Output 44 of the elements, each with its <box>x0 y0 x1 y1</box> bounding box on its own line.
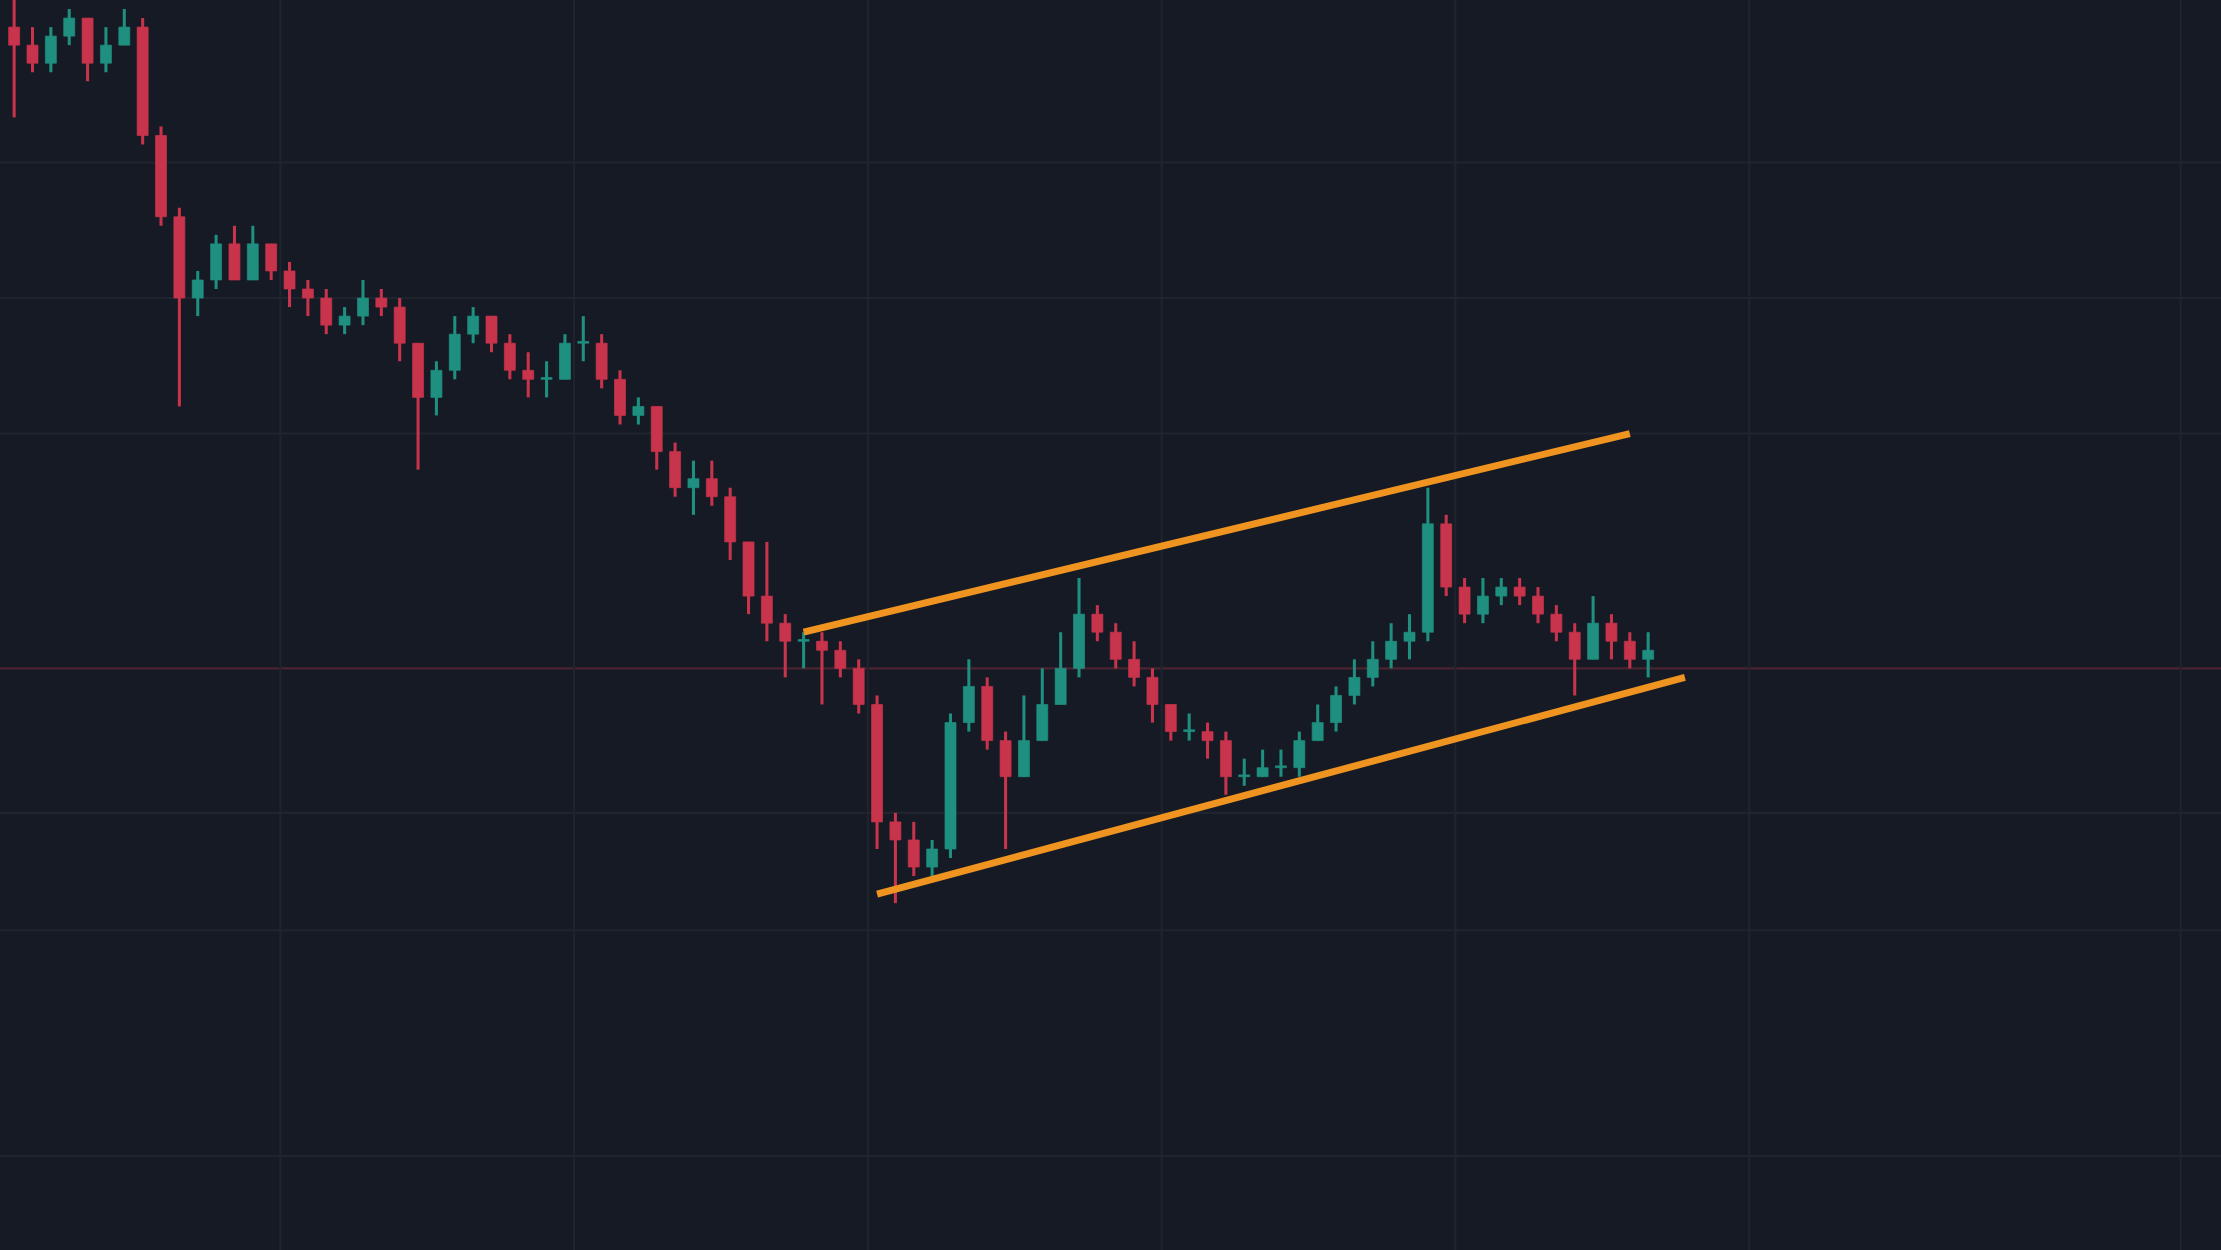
candlestick <box>1091 605 1104 642</box>
candlestick <box>1275 749 1287 777</box>
candlestick <box>1201 722 1214 759</box>
candlestick <box>1550 605 1563 642</box>
candlestick <box>8 0 20 118</box>
candlestick <box>1532 587 1544 625</box>
candlestick <box>1477 578 1489 625</box>
candlestick <box>63 9 76 47</box>
candlestick <box>375 289 388 318</box>
candlestick <box>1605 614 1618 660</box>
candlestick <box>577 316 590 362</box>
candlestick <box>1495 578 1508 607</box>
candlestick <box>779 614 792 678</box>
candlestick <box>687 460 700 515</box>
candlestick <box>1311 704 1324 741</box>
candlestick <box>1348 659 1361 705</box>
candlestick <box>1366 641 1379 687</box>
candlestick <box>632 397 645 425</box>
candlestick <box>926 839 938 877</box>
candlestick <box>191 270 204 318</box>
candlestick <box>1238 758 1251 786</box>
candlestick <box>834 641 847 678</box>
candlestick <box>522 352 535 398</box>
candlestick <box>889 811 902 905</box>
candlestick <box>1385 623 1397 669</box>
candlestick <box>118 9 131 47</box>
candlestick <box>1623 632 1636 669</box>
candlestick <box>302 279 314 318</box>
candlestick <box>705 460 718 506</box>
candlestick <box>283 260 296 309</box>
candlestick <box>338 307 351 336</box>
candlestick <box>1642 632 1655 678</box>
candlestick <box>816 632 828 705</box>
candlestick <box>1403 614 1416 660</box>
candlestick <box>357 279 369 327</box>
candlestick <box>797 632 810 669</box>
candlestick <box>1513 578 1526 607</box>
candlestick <box>1128 641 1140 687</box>
candlestick <box>26 27 39 73</box>
candlestick <box>1183 713 1196 741</box>
candlestick <box>540 361 553 398</box>
candlestick <box>467 307 479 345</box>
candlestick <box>1256 749 1269 778</box>
candlestick <box>100 27 112 73</box>
